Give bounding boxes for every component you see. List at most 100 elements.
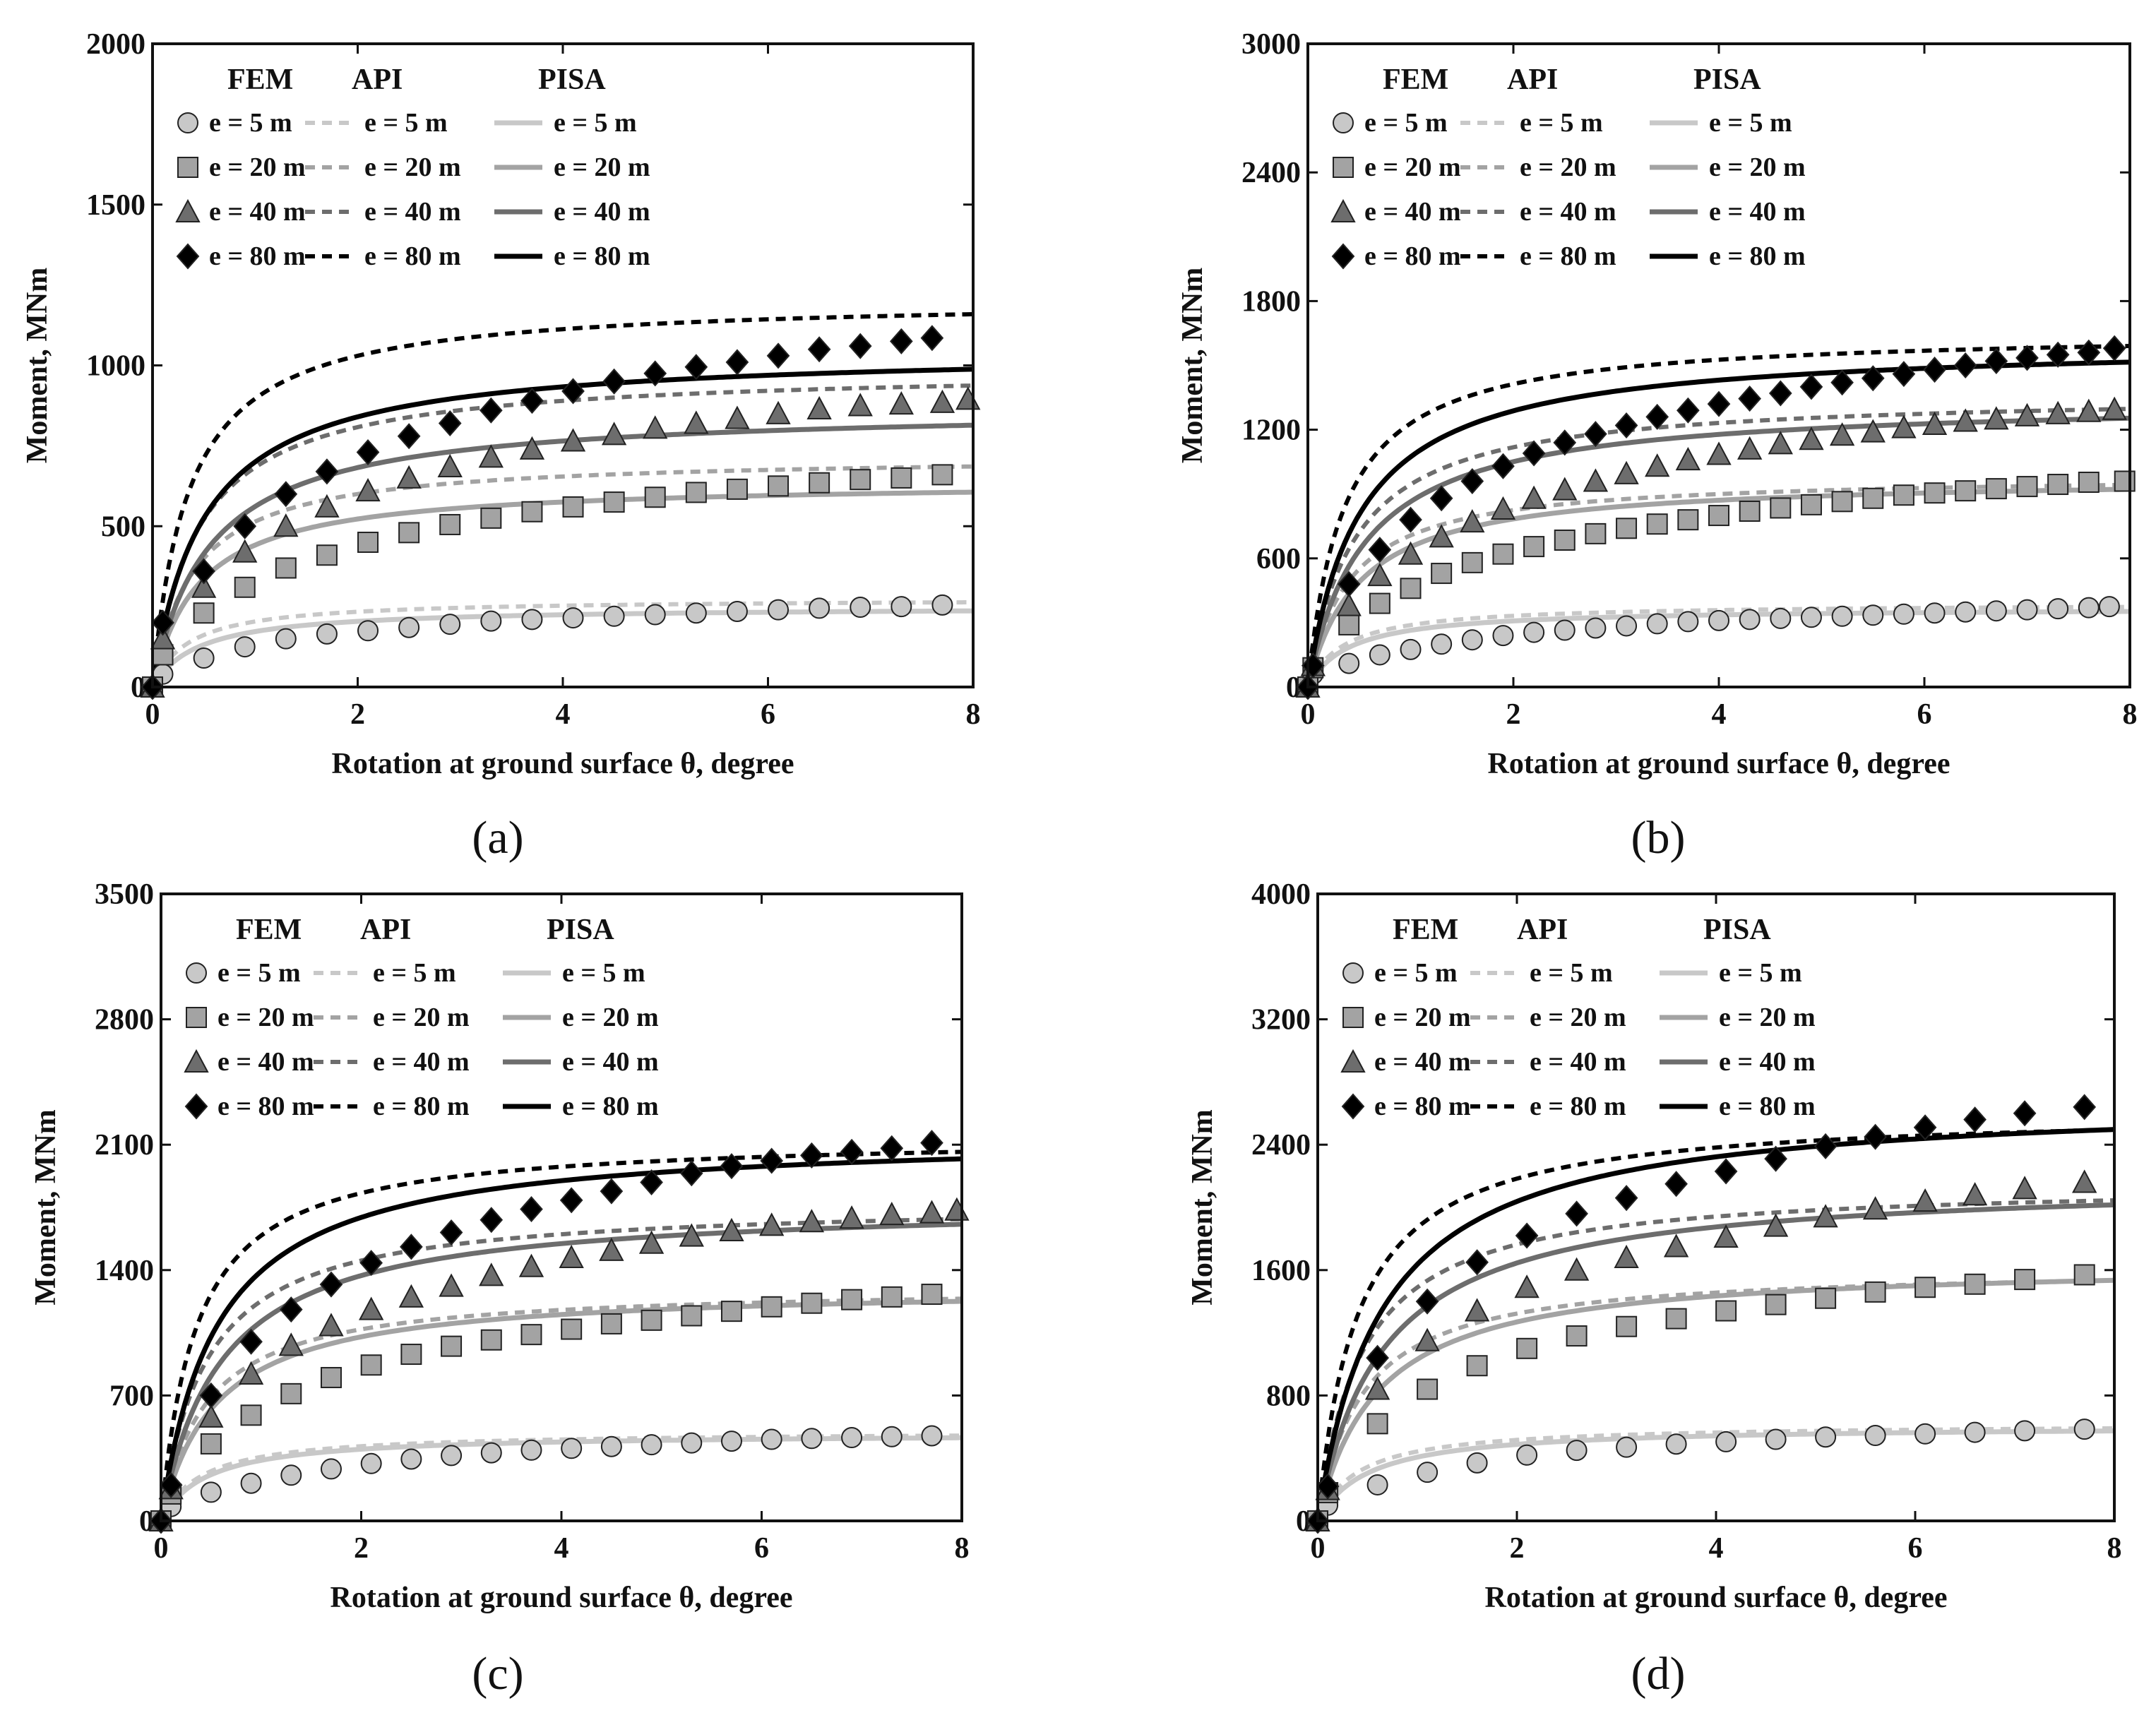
plot-frame <box>151 42 975 688</box>
fem-point-1 <box>1864 1281 1886 1303</box>
fem-point-3 <box>766 342 790 369</box>
legend-label-fem: e = 5 m <box>1374 958 1458 988</box>
x-tick-label: 4 <box>1709 1532 1724 1565</box>
fem-point-1 <box>921 1284 943 1306</box>
fem-point-1 <box>1955 480 1977 502</box>
fem-point-3 <box>602 368 626 395</box>
fem-point-3 <box>1707 390 1731 417</box>
legend-label-fem: e = 80 m <box>1374 1092 1471 1121</box>
fem-point-2 <box>1564 1257 1590 1281</box>
fem-point-0 <box>480 610 502 632</box>
legend-label-fem: e = 5 m <box>209 108 292 138</box>
api-curve-0 <box>1306 604 2131 688</box>
legend-label-api: e = 80 m <box>364 241 461 271</box>
fem-point-3 <box>800 1142 823 1169</box>
fem-point-2 <box>1552 477 1578 501</box>
fem-point-2 <box>2072 1169 2097 1193</box>
fem-point-2 <box>1490 496 1516 520</box>
legend-label-api: e = 40 m <box>1520 197 1616 227</box>
fem-point-0 <box>1862 604 1884 626</box>
fem-point-2 <box>1713 1224 1739 1248</box>
legend-label-pisa: e = 5 m <box>554 108 637 138</box>
legend-marker-square <box>1333 157 1354 178</box>
fem-point-3 <box>2102 335 2126 362</box>
fem-point-0 <box>2073 1419 2095 1440</box>
fem-point-2 <box>1645 453 1670 477</box>
fem-point-3 <box>880 1135 904 1161</box>
fem-point-0 <box>1431 633 1453 655</box>
legend-marker-triangle <box>1330 198 1356 222</box>
fem-point-3 <box>479 397 503 424</box>
fem-point-2 <box>2045 400 2071 424</box>
legend-header-api: API <box>1517 914 1568 946</box>
caption-a: (a) <box>472 812 523 864</box>
fem-point-1 <box>240 1404 262 1426</box>
fem-point-0 <box>1492 625 1514 647</box>
fem-point-0 <box>1715 1431 1737 1452</box>
legend-header-fem: FEM <box>1393 914 1458 946</box>
fem-point-1 <box>1616 1315 1638 1337</box>
legend-label-pisa: e = 5 m <box>1709 108 1792 138</box>
fem-point-3 <box>1399 506 1422 533</box>
fem-point-3 <box>807 336 831 363</box>
fem-point-3 <box>1963 1106 1987 1133</box>
legend-marker-triangle <box>1340 1049 1366 1073</box>
x-tick-label: 0 <box>145 698 160 731</box>
fem-point-0 <box>1616 1436 1638 1458</box>
x-tick-label: 0 <box>1311 1532 1326 1565</box>
api-curve-1 <box>1306 482 2131 688</box>
fem-point-0 <box>2078 597 2100 619</box>
legend: FEM API PISA e = 5 m e = 5 m e = 5 m e = 20 m e… <box>1340 914 1816 1121</box>
fem-point-1 <box>931 464 953 486</box>
fem-point-0 <box>1338 652 1360 674</box>
fem-point-2 <box>888 391 914 415</box>
fem-point-0 <box>1400 638 1422 660</box>
fem-point-3 <box>920 1130 943 1157</box>
legend-label-api: e = 20 m <box>1520 153 1616 182</box>
fem-point-1 <box>357 532 379 554</box>
fem-point-0 <box>921 1425 943 1447</box>
fem-point-0 <box>1616 615 1638 637</box>
fem-point-2 <box>638 1230 665 1254</box>
fem-point-0 <box>891 596 912 618</box>
fem-point-2 <box>1922 411 1948 436</box>
fem-point-3 <box>192 558 215 585</box>
fem-point-3 <box>1368 537 1392 563</box>
fem-point-0 <box>1831 605 1853 627</box>
fem-point-3 <box>600 1178 624 1205</box>
fem-point-0 <box>1417 1462 1439 1483</box>
fem-point-0 <box>841 1427 863 1449</box>
legend-label-api: e = 5 m <box>373 958 456 988</box>
legend-label-api: e = 40 m <box>1530 1047 1626 1077</box>
legend-marker-circle <box>1333 112 1354 133</box>
legend-header-fem: FEM <box>1383 64 1448 96</box>
api-curve-2 <box>150 383 974 688</box>
x-tick-label: 4 <box>554 1532 569 1565</box>
pisa-curve-1 <box>150 489 974 688</box>
fem-point-2 <box>1367 562 1393 587</box>
fem-point-0 <box>644 604 666 626</box>
fem-point-0 <box>726 600 748 622</box>
fem-point-2 <box>191 574 217 598</box>
y-tick-label: 3500 <box>95 878 154 911</box>
legend-label-pisa: e = 20 m <box>554 153 650 182</box>
fem-point-1 <box>891 467 912 489</box>
fem-point-0 <box>1924 602 1946 624</box>
x-axis-label: Rotation at ground surface θ, degree <box>1485 1582 1948 1614</box>
fem-point-1 <box>1770 497 1792 519</box>
fem-point-0 <box>520 1439 542 1461</box>
fem-point-0 <box>1770 607 1792 629</box>
fem-point-3 <box>2046 341 2070 368</box>
legend-marker-square <box>177 157 198 178</box>
api-curve-3 <box>1306 344 2131 688</box>
fem-point-1 <box>1815 1287 1837 1309</box>
fem-point-1 <box>641 1309 662 1331</box>
legend-label-pisa: e = 80 m <box>562 1092 659 1121</box>
fem-point-2 <box>1763 1213 1789 1237</box>
legend-marker-diamond <box>1331 243 1355 270</box>
fem-point-0 <box>357 620 379 642</box>
fem-point-0 <box>1369 644 1390 666</box>
fem-point-3 <box>239 1328 263 1355</box>
